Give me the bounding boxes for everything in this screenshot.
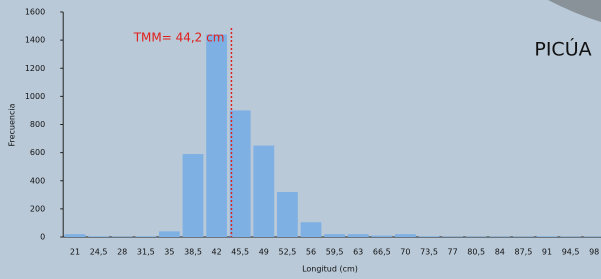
x-tick-label: 87,5 xyxy=(514,248,532,257)
chart: PICÚA Longitud (cm) Frecuencia 0 200 400 60… xyxy=(0,0,601,279)
x-tick-label: 52,5 xyxy=(278,248,296,257)
bar xyxy=(230,110,251,237)
x-tick-label: 56 xyxy=(306,248,316,257)
x-tick-label: 66,5 xyxy=(373,248,391,257)
annotation-label: TMM= 44,2 cm xyxy=(133,31,225,45)
x-tick-label: 80,5 xyxy=(467,248,485,257)
y-tick-label: 1200 xyxy=(25,64,45,73)
x-tick-label: 59,5 xyxy=(326,248,344,257)
x-tick-label: 77 xyxy=(448,248,458,257)
x-tick-label: 91 xyxy=(542,248,552,257)
x-tick-label: 35 xyxy=(164,248,174,257)
x-tick-label: 28 xyxy=(117,248,127,257)
bar xyxy=(159,231,180,237)
bar xyxy=(65,234,86,237)
x-tick-label: 98 xyxy=(589,248,599,257)
bar xyxy=(537,236,558,237)
bar xyxy=(88,236,109,237)
x-tick-label: 49 xyxy=(259,248,269,257)
bar xyxy=(277,192,298,237)
x-tick-label: 38,5 xyxy=(184,248,202,257)
y-axis-label: Frecuencia xyxy=(8,103,17,146)
x-tick-label: 70 xyxy=(400,248,410,257)
x-tick-label: 24,5 xyxy=(90,248,108,257)
fish-image xyxy=(548,0,601,22)
x-tick-label: 45,5 xyxy=(231,248,249,257)
bar xyxy=(183,154,204,237)
y-tick-label: 400 xyxy=(30,176,45,185)
x-tick-label: 73,5 xyxy=(420,248,438,257)
x-tick-label: 94,5 xyxy=(562,248,580,257)
bar xyxy=(395,234,416,237)
x-tick-label: 63 xyxy=(353,248,363,257)
x-tick-label: 21 xyxy=(70,248,80,257)
bar xyxy=(135,236,156,237)
y-tick-label: 600 xyxy=(30,148,45,157)
species-label: PICÚA xyxy=(534,37,591,61)
bar xyxy=(253,146,274,237)
y-tick-label: 200 xyxy=(30,204,45,213)
x-tick-label: 42 xyxy=(212,248,222,257)
y-tick-label: 800 xyxy=(30,120,45,129)
bar xyxy=(371,236,392,237)
bar xyxy=(348,234,369,237)
bar xyxy=(324,234,345,237)
y-tick-label: 1400 xyxy=(25,36,45,45)
y-tick-label: 1000 xyxy=(25,92,45,101)
x-tick-label: 84 xyxy=(495,248,505,257)
bar xyxy=(419,236,440,237)
bar xyxy=(301,222,322,237)
x-tick-label: 31,5 xyxy=(137,248,155,257)
x-axis-label: Longitud (cm) xyxy=(302,265,358,274)
bar xyxy=(206,35,227,238)
y-tick-label: 0 xyxy=(40,233,45,242)
y-tick-label: 1600 xyxy=(25,8,45,17)
